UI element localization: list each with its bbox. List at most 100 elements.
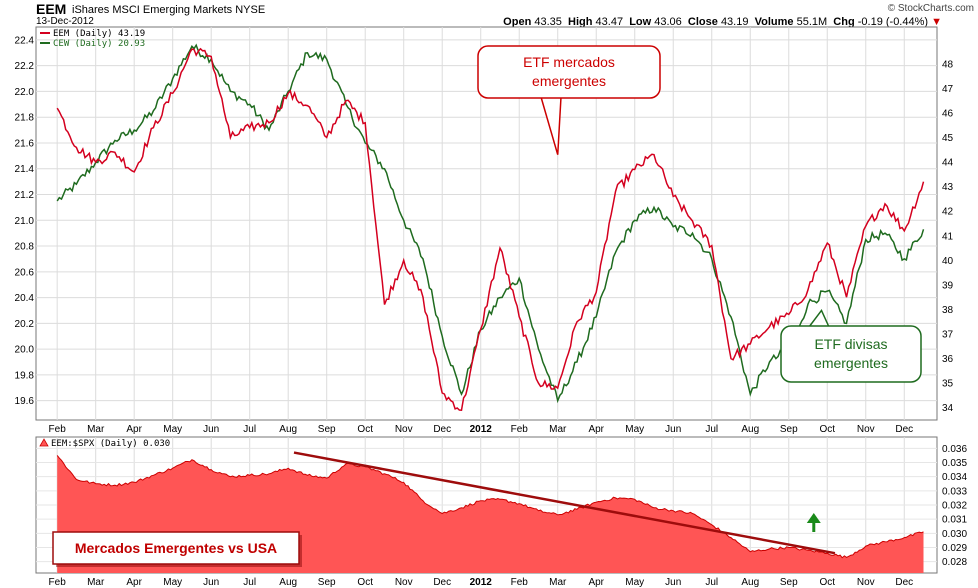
chg-value: -0.19 (-0.44%) [857,16,929,28]
price-x-tick-label: Jul [243,424,256,435]
cew-legend-label: CEW (Daily) 20.93 [53,39,145,49]
callout-em-box [477,45,661,99]
price-x-tick-label: Oct [357,424,373,435]
price-left-tick-label: 21.8 [15,113,35,124]
price-x-tick-label: Jul [705,424,718,435]
price-x-tick-label: Aug [741,424,759,435]
ratio-right-tick-label: 0.035 [942,458,967,469]
ratio-right-tick-label: 0.034 [942,472,967,483]
price-right-tick-label: 34 [942,403,954,414]
price-x-tick-label: Jun [203,424,219,435]
up-arrow-head-icon [806,513,821,523]
callout-pointer [540,96,562,155]
ratio-right-tick-label: 0.033 [942,486,967,497]
price-left-tick-label: 22.0 [15,87,35,98]
close-value: 43.19 [720,16,749,28]
ratio-x-tick-label: Nov [857,577,875,588]
price-left-tick-label: 20.2 [15,319,35,330]
price-x-tick-label: Apr [588,424,604,435]
ratio-x-tick-label: Apr [126,577,142,588]
eem-series-line [56,47,925,412]
ratio-x-tick-label: Jun [203,577,219,588]
ratio-x-tick-label: Dec [433,577,451,588]
ratio-right-tick-label: 0.030 [942,529,967,540]
chg-label: Chg [833,16,855,28]
eem-legend-label: EEM (Daily) 43.19 [53,29,145,39]
callout-div-line2: emergentes [814,355,888,371]
price-right-tick-label: 39 [942,280,954,291]
price-left-tick-label: 21.0 [15,216,35,227]
close-label: Close [687,16,718,28]
ratio-title-box [52,531,300,565]
price-left-tick-label: 20.8 [15,242,35,253]
cew-series-line [56,43,925,404]
ratio-x-tick-label: Jun [665,577,681,588]
ratio-x-tick-label: 2012 [470,577,493,588]
price-x-tick-label: May [163,424,182,435]
price-x-tick-label: Dec [895,424,913,435]
price-left-tick-label: 22.2 [15,61,35,72]
exchange: NYSE [235,4,266,16]
price-left-tick-label: 20.4 [15,293,35,304]
price-left-tick-label: 20.0 [15,345,35,356]
ratio-x-tick-label: May [625,577,644,588]
price-right-tick-label: 48 [942,59,954,70]
price-right-tick-label: 35 [942,379,954,390]
ratio-trendline [293,451,836,555]
ratio-x-tick-label: Feb [511,577,529,588]
price-right-tick-label: 46 [942,108,954,119]
ratio-x-tick-label: Dec [895,577,913,588]
price-x-tick-label: Jun [665,424,681,435]
brand-watermark[interactable]: © StockCharts.com [887,3,974,14]
ratio-x-tick-label: Aug [279,577,297,588]
ratio-x-tick-label: Apr [588,577,604,588]
ratio-right-tick-label: 0.036 [942,444,967,455]
price-right-tick-label: 45 [942,133,954,144]
ratio-series-line [56,455,924,559]
low-value: 43.06 [654,16,682,28]
ratio-right-tick-label: 0.029 [942,543,967,554]
price-left-tick-label: 21.6 [15,138,35,149]
open-value: 43.35 [534,16,562,28]
price-x-tick-label: Sep [780,424,798,435]
down-arrow-icon: ▼ [931,16,942,28]
callout-div-line1: ETF divisas [814,336,887,352]
price-right-tick-label: 41 [942,231,954,242]
price-x-tick-label: May [625,424,644,435]
low-label: Low [629,16,652,28]
ratio-x-tick-label: Jul [705,577,718,588]
price-x-tick-label: Oct [819,424,835,435]
high-label: High [568,16,593,28]
open-label: Open [503,16,532,28]
ratio-x-tick-label: Feb [49,577,67,588]
price-right-tick-label: 44 [942,158,954,169]
price-right-tick-label: 43 [942,182,954,193]
price-left-tick-label: 22.4 [15,35,35,46]
price-x-tick-label: Nov [395,424,413,435]
price-x-tick-label: Aug [279,424,297,435]
price-x-tick-label: Mar [87,424,105,435]
volume-label: Volume [754,16,794,28]
ratio-x-tick-label: Sep [318,577,336,588]
ratio-title-text: Mercados Emergentes vs USA [75,540,277,556]
ratio-x-tick-label: Jul [243,577,256,588]
price-x-tick-label: 2012 [470,424,493,435]
chart-date: 13-Dec-2012 [36,16,94,27]
ratio-right-tick-label: 0.032 [942,501,967,512]
ratio-x-tick-label: Nov [395,577,413,588]
high-value: 43.47 [595,16,624,28]
price-right-tick-label: 47 [942,84,954,95]
price-x-tick-label: Dec [433,424,451,435]
price-left-tick-label: 19.8 [15,370,35,381]
price-right-tick-label: 40 [942,256,954,267]
callout-pointer [808,309,830,328]
ratio-right-tick-label: 0.031 [942,515,967,526]
price-right-tick-label: 42 [942,207,954,218]
price-x-tick-label: Feb [49,424,67,435]
price-right-tick-label: 38 [942,305,954,316]
callout-em-line2: emergentes [532,73,606,89]
ratio-x-tick-label: Aug [741,577,759,588]
price-left-tick-label: 21.4 [15,164,35,175]
price-x-tick-label: Feb [511,424,529,435]
